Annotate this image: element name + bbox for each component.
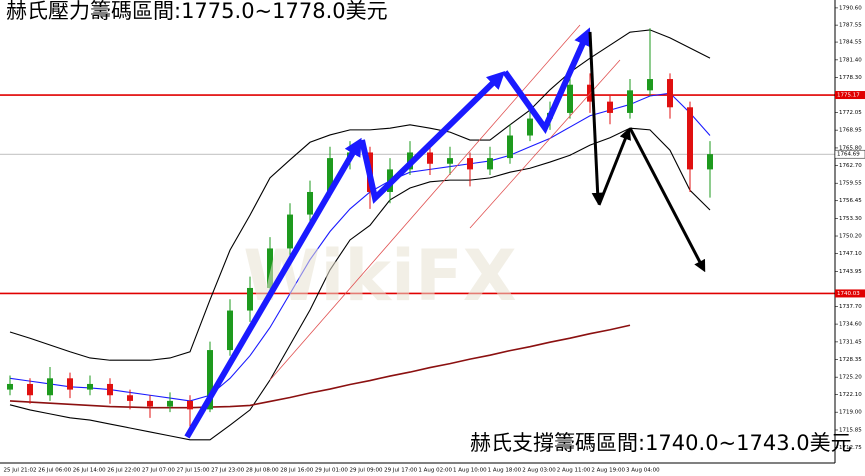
chart-subtitle: 赫氏支撐籌碼區間:1740.0~1743.0美元	[470, 431, 852, 455]
candle-body	[447, 158, 453, 164]
price-box	[834, 149, 865, 159]
candle-body	[307, 191, 313, 215]
indicator-line	[9, 324, 631, 409]
candle-body	[107, 383, 113, 396]
candle-body	[567, 84, 573, 113]
candle-body	[327, 158, 333, 192]
arrow	[588, 31, 604, 205]
x-tick-label: 26 Jul 06:00	[38, 468, 71, 474]
y-tick-label: 1768.95	[839, 128, 862, 134]
y-tick-label: 1728.35	[839, 357, 862, 363]
y-tick-label: 1784.55	[839, 40, 862, 46]
x-tick-label: 2 Aug 19:00	[591, 468, 625, 474]
y-tick-label: 1750.20	[839, 234, 862, 240]
x-tick-label: 27 Jul 15:00	[177, 468, 210, 474]
candle-body	[287, 214, 293, 249]
candle-body	[207, 350, 213, 410]
candle-body	[27, 383, 33, 396]
y-tick-label: 1722.10	[839, 392, 862, 398]
price-label: 1764.69	[837, 152, 860, 158]
candle-body	[267, 248, 273, 288]
indicator-line	[9, 127, 711, 441]
x-tick-label: 2 Aug 03:00	[522, 468, 556, 474]
y-tick-label: 1772.05	[839, 110, 862, 116]
channel	[269, 24, 621, 381]
x-tick-label: 3 Aug 04:00	[626, 468, 660, 474]
candle-body	[527, 118, 533, 136]
arrow	[628, 127, 706, 273]
candle-body	[127, 395, 133, 401]
x-tick-label: 29 Jul 17:00	[384, 468, 417, 474]
y-tick-label: 1747.10	[839, 251, 862, 257]
x-tick-label: 1 Aug 18:00	[488, 468, 522, 474]
candle-body	[187, 400, 193, 410]
x-tick-label: 29 Jul 09:00	[350, 468, 383, 474]
y-tick-label: 1787.55	[839, 23, 862, 29]
y-tick-label: 1765.80	[839, 145, 862, 151]
candle-body	[7, 383, 13, 390]
candle-body	[147, 400, 153, 407]
x-tick-label: 28 Jul 08:00	[246, 468, 279, 474]
candle-body	[47, 378, 53, 396]
candle-body	[167, 400, 173, 407]
y-tick-label: 1743.95	[839, 269, 862, 275]
y-tick-label: 1753.30	[839, 216, 862, 222]
candle-body	[607, 101, 613, 113]
level-label: 1740.03	[837, 291, 860, 297]
y-tick-label: 1737.70	[839, 304, 862, 310]
candle-body	[67, 378, 73, 390]
candle-body	[487, 158, 493, 170]
indicator-line	[9, 29, 711, 361]
y-tick-label: 1719.00	[839, 410, 862, 416]
arrow	[184, 137, 362, 439]
x-tick-label: 1 Aug 10:00	[453, 468, 487, 474]
x-tick-label: 26 Jul 22:00	[107, 468, 140, 474]
x-tick-label: 28 Jul 16:00	[280, 468, 313, 474]
candle-body	[87, 383, 93, 390]
x-tick-label: 27 Jul 23:00	[211, 468, 244, 474]
candle-body	[687, 107, 693, 170]
y-tick-label: 1759.55	[839, 181, 862, 187]
arrow	[502, 27, 591, 135]
y-tick-label: 1778.30	[839, 75, 862, 81]
watermark: WikiFX	[243, 235, 517, 317]
y-tick-label: 1781.40	[839, 57, 862, 63]
arrow	[597, 127, 631, 206]
y-tick-label: 1734.60	[839, 322, 862, 328]
chart-title: 赫氏壓力籌碼區間:1775.0~1778.0美元	[6, 0, 388, 23]
candle-body	[627, 90, 633, 113]
level-box	[835, 289, 865, 298]
candle-body	[507, 135, 513, 159]
level-box	[835, 91, 865, 100]
candle-body	[247, 287, 253, 311]
y-tick-label: 1756.45	[839, 198, 862, 204]
x-tick-label: 27 Jul 07:00	[142, 468, 175, 474]
x-tick-label: 29 Jul 01:00	[315, 468, 348, 474]
candle-body	[647, 79, 653, 91]
candle-body	[667, 79, 673, 108]
y-tick-label: 1731.45	[839, 339, 862, 345]
y-tick-label: 1762.70	[839, 163, 862, 169]
y-tick-label: 1790.60	[839, 5, 862, 11]
x-tick-label: 2 Aug 11:00	[557, 468, 591, 474]
y-tick-label: 1712.75	[839, 445, 862, 451]
x-tick-label: 1 Aug 02:00	[418, 468, 452, 474]
y-tick-label: 1715.85	[839, 427, 862, 433]
x-tick-label: 26 Jul 14:00	[73, 468, 106, 474]
candle-body	[227, 310, 233, 351]
level-label: 1775.17	[837, 93, 860, 99]
candle-body	[427, 152, 433, 164]
candle-body	[707, 154, 713, 170]
arrow	[359, 70, 506, 204]
candle-body	[467, 158, 473, 170]
y-tick-label: 1725.20	[839, 375, 862, 381]
x-tick-label: 25 Jul 21:02	[4, 468, 37, 474]
